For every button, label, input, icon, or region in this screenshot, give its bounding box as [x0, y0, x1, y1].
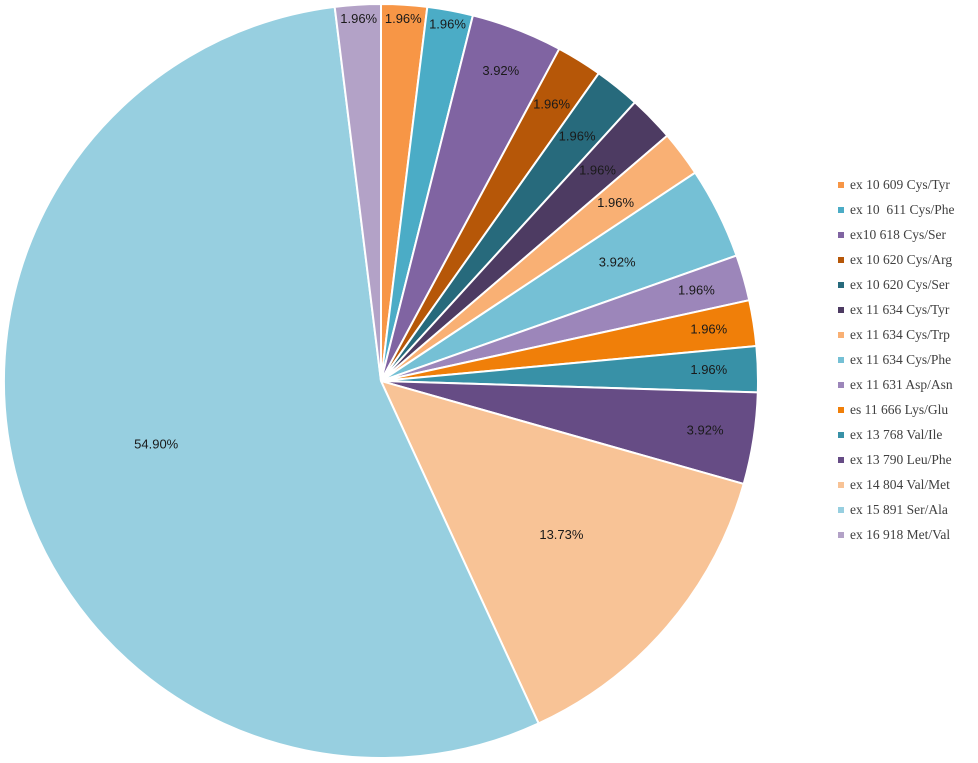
legend-label: ex 11 634 Cys/Tyr	[850, 301, 950, 317]
slice-data-label: 1.96%	[559, 129, 596, 144]
slice-data-label: 1.96%	[597, 195, 634, 210]
legend-label: ex 10 611 Cys/Phe	[850, 201, 955, 217]
legend-swatch	[838, 406, 844, 413]
slice-data-label: 1.96%	[429, 17, 466, 32]
slice-data-label: 1.96%	[690, 362, 727, 377]
legend-label: ex 10 620 Cys/Ser	[850, 276, 950, 292]
legend-label: ex 11 634 Cys/Phe	[850, 351, 952, 367]
legend-item: ex 11 631 Asp/Asn	[838, 372, 955, 397]
legend-item: ex 11 634 Cys/Phe	[838, 347, 955, 372]
legend-item: ex 16 918 Met/Val	[838, 522, 955, 547]
pie-slices	[2, 2, 760, 760]
legend-swatch	[838, 281, 844, 288]
legend-label: ex 10 620 Cys/Arg	[850, 251, 953, 267]
legend-item: ex10 618 Cys/Ser	[838, 222, 955, 247]
legend-swatch	[838, 456, 844, 463]
chart-legend: ex 10 609 Cys/Tyr ex 10 611 Cys/Phe ex10 6…	[838, 172, 955, 547]
legend-swatch	[838, 181, 844, 188]
pie-slice	[333, 2, 382, 382]
legend-label: ex 16 918 Met/Val	[850, 526, 951, 542]
legend-label: ex 14 804 Val/Met	[850, 476, 950, 492]
legend-label: ex10 618 Cys/Ser	[850, 226, 946, 242]
legend-swatch	[838, 231, 844, 238]
legend-item: ex 10 609 Cys/Tyr	[838, 172, 955, 197]
legend-item: ex 10 620 Cys/Arg	[838, 247, 955, 272]
legend-swatch	[838, 481, 844, 488]
legend-swatch	[838, 356, 844, 363]
slice-data-label: 1.96%	[690, 321, 727, 336]
legend-label: ex 11 631 Asp/Asn	[850, 376, 953, 392]
legend-label: ex 13 790 Leu/Phe	[850, 451, 952, 467]
slice-data-label: 1.96%	[579, 162, 616, 177]
legend-swatch	[838, 431, 844, 438]
legend-item: es 11 666 Lys/Glu	[838, 397, 955, 422]
slice-data-label: 3.92%	[482, 63, 519, 78]
legend-swatch	[838, 381, 844, 388]
legend-label: ex 15 891 Ser/Ala	[850, 501, 948, 517]
pie-slice	[379, 379, 745, 725]
slice-data-label: 3.92%	[599, 255, 636, 270]
slice-data-label: 54.90%	[134, 436, 179, 451]
slice-data-label: 13.73%	[539, 527, 584, 542]
slice-data-label: 1.96%	[678, 283, 715, 298]
legend-swatch	[838, 256, 844, 263]
legend-item: ex 10 611 Cys/Phe	[838, 197, 955, 222]
legend-swatch	[838, 331, 844, 338]
legend-label: es 11 666 Lys/Glu	[850, 401, 949, 417]
legend-swatch	[838, 506, 844, 513]
legend-swatch	[838, 206, 844, 213]
slice-data-label: 1.96%	[340, 11, 377, 26]
pie-slice	[2, 5, 540, 760]
legend-label: ex 10 609 Cys/Tyr	[850, 176, 950, 192]
legend-item: ex 13 790 Leu/Phe	[838, 447, 955, 472]
legend-label: ex 13 768 Val/Ile	[850, 426, 943, 442]
legend-item: ex 11 634 Cys/Trp	[838, 322, 955, 347]
legend-item: ex 14 804 Val/Met	[838, 472, 955, 497]
legend-item: ex 13 768 Val/Ile	[838, 422, 955, 447]
slice-data-label: 3.92%	[687, 423, 724, 438]
legend-swatch	[838, 531, 844, 538]
legend-swatch	[838, 306, 844, 313]
legend-label: ex 11 634 Cys/Trp	[850, 326, 950, 342]
slice-data-label: 1.96%	[533, 97, 570, 112]
legend-item: ex 10 620 Cys/Ser	[838, 272, 955, 297]
legend-item: ex 15 891 Ser/Ala	[838, 497, 955, 522]
pie-data-labels: 1.96% 1.96% 3.92% 1.96% 1.96% 1.96% 1.96% 3.92%…	[134, 11, 728, 542]
slice-data-label: 1.96%	[385, 11, 422, 26]
legend-item: ex 11 634 Cys/Tyr	[838, 297, 955, 322]
